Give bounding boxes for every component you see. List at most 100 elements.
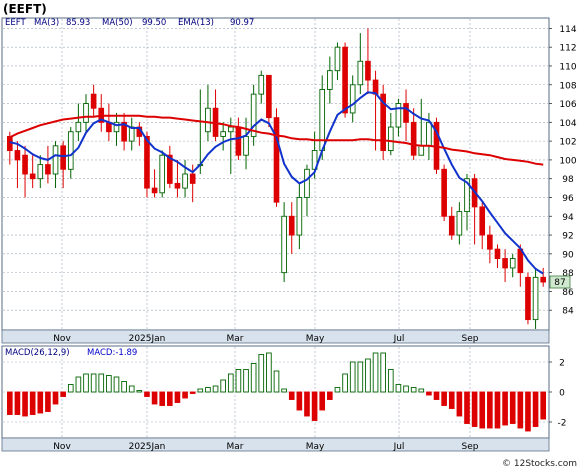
macd-bar (479, 391, 486, 429)
macd-bar (357, 361, 364, 393)
candle-body (365, 60, 371, 81)
candle-body (45, 164, 51, 175)
candle-body (319, 89, 326, 151)
last-price-marker: 87 (549, 275, 571, 289)
legend-ma50-label: MA(50) (102, 18, 133, 28)
candle (380, 84, 386, 160)
macd-bar (311, 391, 318, 421)
candle-body (540, 276, 547, 283)
candle-body (304, 168, 310, 198)
price-tick-label: 88 (562, 269, 574, 279)
macd-bar (136, 390, 143, 393)
macd-x-label-sep: Sep (462, 442, 479, 452)
candle-body (456, 211, 463, 236)
candle (90, 84, 97, 118)
candle-body (29, 173, 36, 180)
candle-body (296, 197, 303, 236)
macd-bar (266, 352, 272, 393)
candle-body (464, 178, 470, 213)
candle (113, 112, 120, 146)
candle (220, 122, 226, 151)
x-label-sep: Sep (462, 334, 479, 344)
macd-bar (319, 391, 326, 411)
candle-body (144, 135, 150, 189)
candle (304, 164, 310, 217)
macd-bar (433, 391, 440, 400)
candle-body (258, 74, 265, 95)
candle (479, 202, 486, 250)
candle-body (167, 154, 173, 184)
macd-bar (387, 369, 394, 393)
candle-body (75, 121, 82, 133)
macd-x-label-may: May (306, 442, 325, 452)
x-label-nov: Nov (53, 334, 71, 344)
price-tick-label: 110 (559, 62, 576, 72)
macd-tick-label: 2 (559, 359, 565, 369)
last-price-box (549, 275, 571, 289)
candle (395, 98, 402, 137)
candle (494, 244, 501, 268)
candle (52, 141, 59, 189)
candle-body (342, 46, 348, 114)
macd-bar (159, 391, 166, 406)
macd-bar (189, 391, 196, 394)
candle-body (403, 103, 409, 123)
candle-body (243, 135, 249, 156)
candle-body (83, 103, 89, 123)
x-label-mar: Mar (227, 334, 244, 344)
candle (151, 169, 158, 198)
candle-body (151, 187, 158, 194)
macd-bar (456, 391, 463, 417)
macd-bar (205, 387, 211, 393)
macd-bar (75, 376, 82, 393)
macd-bar (174, 391, 181, 403)
price-tick-label: 108 (559, 81, 576, 91)
macd-bar (151, 391, 158, 405)
macd-bar (281, 388, 287, 393)
macd-legend: MACD(26,12,9) MACD:-1.89 (5, 348, 137, 358)
macd-y-axis: 2 0 -2 (549, 359, 566, 429)
candle (327, 56, 333, 104)
macd-bar (426, 391, 432, 396)
candle-body (60, 145, 66, 170)
macd-bar (418, 388, 425, 393)
candle-body (189, 173, 196, 184)
macd-bar (22, 391, 28, 417)
candle-body (494, 248, 501, 259)
candle (288, 202, 295, 254)
candle-body (327, 70, 333, 90)
candle-body (227, 126, 234, 133)
macd-legend-label: MACD(26,12,9) (5, 348, 70, 358)
macd-bar (532, 391, 539, 427)
candle (357, 33, 364, 95)
candle-body (395, 103, 402, 128)
macd-bar (487, 391, 493, 429)
macd-tick-label: -2 (558, 419, 567, 429)
macd-bar (403, 385, 409, 393)
candle-body (250, 93, 257, 137)
candle (45, 145, 51, 184)
macd-bar (288, 391, 295, 400)
ema13-line (9, 91, 544, 275)
candle (387, 112, 394, 156)
macd-x-axis-band (1, 437, 550, 452)
candle-body (281, 215, 287, 274)
candle (509, 253, 516, 278)
macd-bar (327, 391, 333, 400)
x-label-jul: Jul (393, 334, 405, 344)
candle (37, 155, 44, 189)
candle-body (288, 215, 295, 236)
candle (365, 28, 371, 95)
candle-body (410, 121, 417, 156)
macd-bar (334, 387, 341, 393)
candle (441, 164, 447, 221)
macd-bar (197, 388, 204, 393)
candle-body (90, 93, 97, 109)
x-label-2025jan: 2025Jan (129, 334, 166, 344)
price-tick-label: 92 (562, 232, 573, 242)
price-x-axis: Nov 2025Jan Mar May Jul Sep (53, 334, 479, 344)
candle (121, 112, 127, 151)
macd-bar (52, 391, 59, 405)
price-tick-label: 98 (562, 175, 574, 185)
macd-bar (67, 384, 74, 393)
